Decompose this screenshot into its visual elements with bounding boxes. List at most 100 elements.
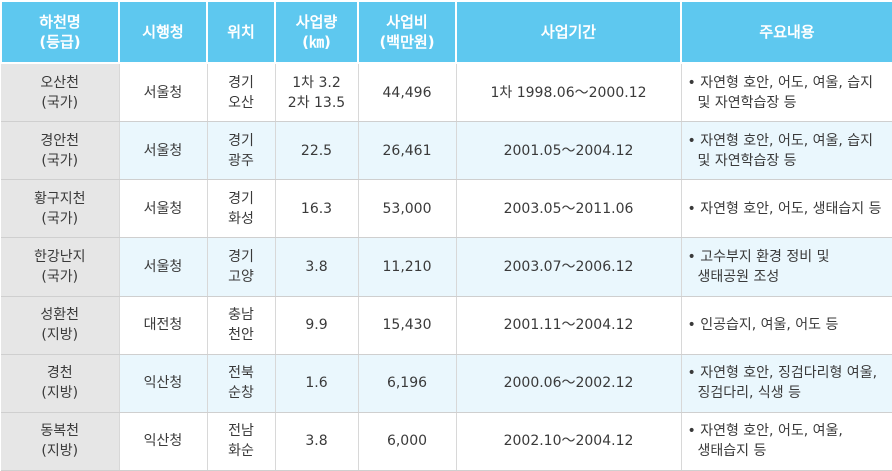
location-province: 전남: [228, 423, 254, 440]
table-row: 동복천 (지방) 익산청 전남 화순 3.8 6,000 2002.10～200…: [1, 412, 892, 471]
table-row: 황구지천 (국가) 서울청 경기 화성 16.3 53,000 2003.05～…: [1, 179, 892, 239]
amount-cell: 3.8: [275, 237, 359, 297]
river-name: 한강난지: [33, 248, 86, 265]
content-line: • 인공습지, 여울, 어도 등: [687, 317, 839, 334]
location-city: 순창: [228, 385, 254, 402]
river-name: 성환천: [40, 307, 80, 324]
location-city: 천안: [228, 327, 254, 344]
header-row: 하천명 (등급) 시행청 위치 사업량 (㎞) 사업비 (백만원) 사업기간 주…: [0, 0, 892, 64]
location-cell: 충남 천안: [207, 296, 276, 355]
river-grade: (지방): [41, 327, 79, 344]
content-cell: • 자연형 호안, 어도, 생태습지 등: [681, 179, 892, 239]
location-city: 화순: [228, 443, 254, 460]
table-row: 경천 (지방) 익산청 전북 순창 1.6 6,196 2000.06～2002…: [1, 354, 892, 413]
period-cell: 2000.06～2002.12: [456, 354, 682, 413]
river-name: 경안천: [40, 132, 80, 149]
cost-cell: 53,000: [358, 179, 457, 239]
content-cell: • 자연형 호안, 어도, 여울, 습지 및 자연학습장 등: [681, 63, 892, 123]
location-city: 고양: [228, 268, 254, 285]
location-cell: 경기 고양: [207, 237, 276, 297]
location-province: 경기: [228, 132, 254, 149]
location-province: 전북: [228, 365, 254, 382]
river-name-cell: 오산천 (국가): [1, 63, 120, 123]
header-location: 위치: [206, 0, 276, 64]
location-cell: 경기 광주: [207, 121, 276, 181]
period-cell: 2001.05～2004.12: [456, 121, 682, 181]
content-cell: • 고수부지 환경 정비 및 생태공원 조성: [681, 237, 892, 297]
river-name-cell: 한강난지 (국가): [1, 237, 120, 297]
header-agency: 시행청: [118, 0, 208, 64]
location-city: 화성: [228, 210, 254, 227]
cost-cell: 11,210: [358, 237, 457, 297]
river-name-cell: 성환천 (지방): [1, 296, 120, 355]
table-row: 오산천 (국가) 서울청 경기 오산 1차 3.2 2차 13.5 44,496…: [1, 63, 892, 123]
period-cell: 2002.10～2004.12: [456, 412, 682, 471]
agency-cell: 익산청: [119, 354, 208, 413]
river-name-cell: 경천 (지방): [1, 354, 120, 413]
header-period: 사업기간: [455, 0, 682, 64]
river-name: 경천: [46, 365, 73, 382]
river-grade: (국가): [41, 94, 79, 111]
amount-cell: 1차 3.2 2차 13.5: [275, 63, 359, 123]
header-text: 사업기간: [540, 23, 597, 41]
header-text: 주요내용: [759, 23, 815, 41]
amount-value: 2차 13.5: [287, 94, 346, 111]
content-line: 및 자연학습장 등: [697, 152, 797, 169]
content-cell: • 자연형 호안, 징검다리형 여울, 징검다리, 식생 등: [681, 354, 892, 413]
amount-cell: 22.5: [275, 121, 359, 181]
location-province: 경기: [228, 248, 254, 265]
agency-cell: 익산청: [119, 412, 208, 471]
location-cell: 전북 순창: [207, 354, 276, 413]
location-city: 광주: [228, 152, 254, 169]
amount-cell: 16.3: [275, 179, 359, 239]
header-text: 위치: [227, 23, 255, 41]
header-subtext: (백만원): [379, 33, 435, 51]
river-grade: (국가): [41, 152, 79, 169]
location-province: 경기: [228, 190, 254, 207]
header-cost: 사업비 (백만원): [357, 0, 457, 64]
header-river-name: 하천명 (등급): [0, 0, 120, 64]
agency-cell: 서울청: [119, 179, 208, 239]
cost-cell: 26,461: [358, 121, 457, 181]
river-name: 황구지천: [33, 190, 86, 207]
river-grade: (국가): [41, 210, 79, 227]
amount-cell: 1.6: [275, 354, 359, 413]
amount-value: 1차 3.2: [292, 74, 341, 91]
period-cell: 2003.05～2011.06: [456, 179, 682, 239]
table-row: 한강난지 (국가) 서울청 경기 고양 3.8 11,210 2003.07～2…: [1, 237, 892, 297]
river-name-cell: 황구지천 (국가): [1, 179, 120, 239]
header-text: 사업량: [295, 13, 338, 31]
agency-cell: 대전청: [119, 296, 208, 355]
content-line: • 자연형 호안, 어도, 생태습지 등: [687, 200, 882, 217]
location-province: 충남: [228, 307, 254, 324]
header-subtext: (㎞): [302, 33, 331, 51]
content-line: • 고수부지 환경 정비 및: [687, 248, 830, 265]
agency-cell: 서울청: [119, 237, 208, 297]
river-name: 오산천: [40, 74, 80, 91]
period-cell: 1차 1998.06～2000.12: [456, 63, 682, 123]
content-cell: • 자연형 호안, 어도, 여울, 생태습지 등: [681, 412, 892, 471]
agency-cell: 서울청: [119, 121, 208, 181]
header-text: 하천명: [39, 13, 81, 31]
content-line: 생태공원 조성: [697, 268, 780, 285]
river-name-cell: 경안천 (국가): [1, 121, 120, 181]
amount-cell: 9.9: [275, 296, 359, 355]
cost-cell: 15,430: [358, 296, 457, 355]
content-line: 생태습지 등: [697, 443, 767, 460]
period-cell: 2001.11～2004.12: [456, 296, 682, 355]
table-row: 경안천 (국가) 서울청 경기 광주 22.5 26,461 2001.05～2…: [1, 121, 892, 181]
river-grade: (지방): [41, 385, 79, 402]
cost-cell: 6,000: [358, 412, 457, 471]
header-amount: 사업량 (㎞): [274, 0, 359, 64]
header-text: 사업비: [386, 13, 428, 31]
river-name: 동복천: [40, 423, 80, 440]
header-content: 주요내용: [680, 0, 892, 64]
content-line: • 자연형 호안, 어도, 여울, 습지: [687, 74, 874, 91]
river-grade: (국가): [41, 268, 79, 285]
content-line: • 자연형 호안, 어도, 여울, 습지: [687, 132, 874, 149]
content-line: 및 자연학습장 등: [697, 94, 797, 111]
header-subtext: (등급): [39, 33, 81, 51]
river-grade: (지방): [41, 443, 79, 460]
location-province: 경기: [228, 74, 254, 91]
